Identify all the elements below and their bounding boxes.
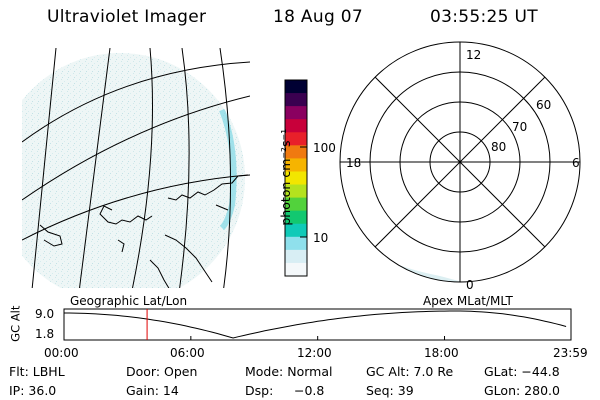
colorbar-segment	[285, 236, 307, 251]
geo-longitude-info: GLon: 280.0	[484, 383, 560, 398]
sequence-info: Seq: 39	[366, 383, 414, 398]
altitude-xtick-1200: 12:00	[297, 346, 332, 360]
altitude-plot-frame	[63, 308, 572, 341]
altitude-ylabel: GC Alt	[8, 305, 23, 342]
graticule-lines	[22, 48, 250, 288]
altitude-curve	[64, 310, 567, 339]
mlt-label-6: 6	[572, 156, 580, 170]
polar-map-label: Apex MLat/MLT	[423, 294, 513, 308]
colorbar-segment	[285, 93, 307, 107]
mode-info: Mode: Normal	[245, 364, 333, 379]
colorbar-segment	[285, 106, 307, 120]
altitude-xtick-2359: 23:59	[553, 346, 588, 360]
mlt-label-0: 0	[466, 278, 474, 292]
gain-info: Gain: 14	[126, 383, 179, 398]
door-info: Door: Open	[126, 364, 198, 379]
colorbar-segment	[285, 249, 307, 264]
mlt-label-18: 18	[346, 156, 362, 170]
mlat-label-80: 80	[491, 140, 507, 154]
altitude-ytick-min: 1.8	[35, 327, 55, 341]
altitude-xtick-1800: 18:00	[424, 346, 459, 360]
mlt-label-12: 12	[466, 48, 482, 62]
colorbar-tick-100: 100	[313, 141, 336, 155]
colorbar-segment	[285, 145, 307, 159]
colorbar-segment	[285, 119, 307, 133]
polar-diagonal-2	[374, 76, 546, 248]
uv-emission-disk	[22, 53, 245, 288]
ip-info: IP: 36.0	[9, 383, 57, 398]
mlat-label-60: 60	[536, 98, 552, 112]
observation-time: 03:55:25 UT	[430, 7, 538, 27]
gc-altitude-info: GC Alt: 7.0 Re	[366, 364, 454, 379]
colorbar-segment	[285, 262, 307, 277]
colorbar-segment	[285, 158, 307, 172]
colorbar-segment	[285, 80, 307, 94]
altitude-xtick-0000: 00:00	[44, 346, 79, 360]
coastline	[39, 174, 250, 288]
colorbar-segment	[285, 184, 307, 199]
colorbar-segment	[285, 171, 307, 186]
colorbar-segment	[285, 132, 307, 146]
colorbar-segment	[285, 197, 307, 212]
altitude-ytick-max: 9.0	[35, 307, 55, 321]
dsp-label: Dsp:	[245, 383, 274, 398]
geo-map-label: Geographic Lat/Lon	[70, 294, 188, 308]
colorbar-segment	[285, 223, 307, 238]
observation-date: 18 Aug 07	[273, 7, 363, 27]
filter-info: Flt: LBHL	[9, 364, 65, 379]
altitude-xtick-0600: 06:00	[170, 346, 205, 360]
mlat-label-70: 70	[512, 120, 528, 134]
colorbar-tick-10: 10	[313, 231, 329, 245]
instrument-title: Ultraviolet Imager	[47, 7, 207, 27]
geo-latitude-info: GLat: −44.8	[484, 364, 560, 379]
colorbar-segment	[285, 210, 307, 225]
dsp-value: −0.8	[294, 383, 325, 398]
